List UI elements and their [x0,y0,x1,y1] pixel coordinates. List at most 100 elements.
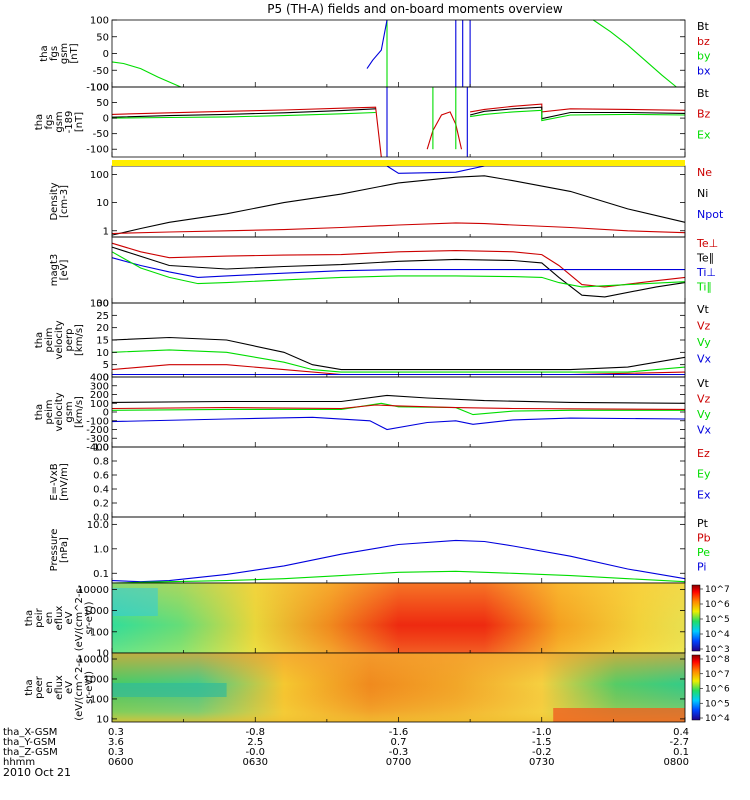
series-line-2 [111,111,376,119]
panel-frame [111,19,686,88]
y-axis-label: peir [34,607,45,627]
y-tick-label: 50 [96,32,109,43]
series-line-1 [111,246,686,298]
y-tick-label: 100 [90,170,109,181]
series-line-1 [111,222,686,235]
y-axis-label: eflux [54,675,65,700]
colorbar-label: 10^4 [705,630,730,640]
y-tick-label: 10 [96,649,109,660]
colorbar-label: 10^7 [705,670,730,680]
panel-frame [111,302,686,378]
legend-entry: Te∥ [696,252,714,265]
y-axis-label: tha [34,114,45,130]
spectrogram-shade [112,583,685,653]
y-axis-label: Pressure [49,529,60,572]
y-tick-label: 0.4 [93,485,109,496]
colorbar-label: 10^5 [705,699,730,709]
y-axis-label: gsm [59,43,70,64]
y-tick-label: -100 [86,145,109,156]
y-tick-label: 1000 [84,674,109,685]
legend-entry: bz [697,35,710,48]
y-axis-label: magt3 [49,254,60,287]
series-line-2 [111,257,685,278]
legend-entry: Pt [697,517,709,530]
panel-frame [111,86,686,158]
legend-entry: Ni [697,187,708,200]
y-tick-label: 10000 [77,585,109,596]
panel-frame [111,165,686,238]
y-axis-label: -189 [64,111,75,134]
series-line-0 [111,539,686,583]
colorbar-label: 10^3 [705,645,730,655]
legend-entry: bx [697,64,711,77]
panel-temperature: 100 magt3 [eV] Te⊥ Te∥Ti⊥ Ti∥ [49,236,718,310]
x-axis-value: 0730 [529,757,554,768]
y-axis-label: [nT] [74,112,85,132]
panel-fgs2: 100 50 0 -50 -100 tha fgs gsm -189 [nT] Bt Bz Ex [34,83,711,158]
panel-frame [111,516,686,584]
legend-entry: Ex [697,488,711,501]
x-axis-row-label: tha_X-GSM [3,727,57,738]
y-axis-label: eV [64,611,75,624]
y-tick-label: 100 [90,627,109,638]
legend-entry: Vt [697,303,710,316]
y-tick-label: 10 [96,714,109,725]
y-tick-label: 200 [90,390,109,401]
panel-frame [111,446,686,518]
y-axis-label: tha [39,45,50,61]
y-tick-label: 0.8 [93,457,109,468]
y-axis-label: [nT] [69,43,80,63]
x-axis-value: -0.0 [245,747,265,758]
y-axis-label: tha [24,610,35,626]
series-line-2 [592,19,677,88]
y-axis-label: eV [64,681,75,694]
colorbar-label: 10^5 [705,615,730,625]
y-axis-label: (eV/(cm^2-s- [74,584,85,651]
x-axis-value: 0600 [108,757,133,768]
x-axis-value: -0.2 [532,747,552,758]
y-axis-label: tha [34,404,45,420]
legend-entry: Npot [697,208,724,221]
series-line-2 [386,165,485,174]
y-tick-label: 1000 [84,606,109,617]
y-tick-label: 10000 [77,655,109,666]
y-tick-label: 20 [96,323,109,334]
y-tick-label: 100 [90,299,109,310]
y-tick-label: 100 [90,83,109,94]
y-axis-label: [eV] [59,260,70,281]
legend-entry: Vx [697,424,712,437]
legend-entry: Vy [697,408,711,421]
spectrogram-cool-band [112,588,158,616]
legend-entry: Ne [697,166,712,179]
colorbar-label: 10^7 [705,585,730,595]
series-line-0 [111,61,182,88]
legend-entry: Vy [697,336,711,349]
x-axis-row-label: tha_Y-GSM [3,737,56,748]
y-tick-label: -300 [86,434,109,445]
colorbar [691,584,701,652]
y-tick-label: 0 [103,408,109,419]
y-axis-label: sr-eV)) [84,671,95,704]
x-axis-value: 0.7 [391,737,407,748]
y-tick-label: -100 [86,416,109,427]
legend-entry: Bz [697,108,711,121]
y-tick-label: -400 [86,443,109,454]
legend-entry: by [697,50,711,63]
y-axis-label: gsm [64,401,75,422]
y-axis-label: tha [34,332,45,348]
y-axis-label: E=-VxB [49,463,60,500]
y-tick-label: 1.0 [93,443,109,454]
legend-entry: Te⊥ [696,237,718,250]
y-tick-label: 10.0 [87,520,109,531]
colorbar-label: 10^6 [705,685,730,695]
y-axis-label: velocity [54,392,65,431]
legend-entry: Pi [697,561,706,574]
y-axis-label: (eV/(cm^2-s- [74,654,85,721]
legend-entry: Pe [697,546,710,559]
series-line-3 [366,19,388,69]
series-line-3 [111,251,686,288]
x-axis-value: 2.5 [247,737,263,748]
colorbar [691,654,701,721]
